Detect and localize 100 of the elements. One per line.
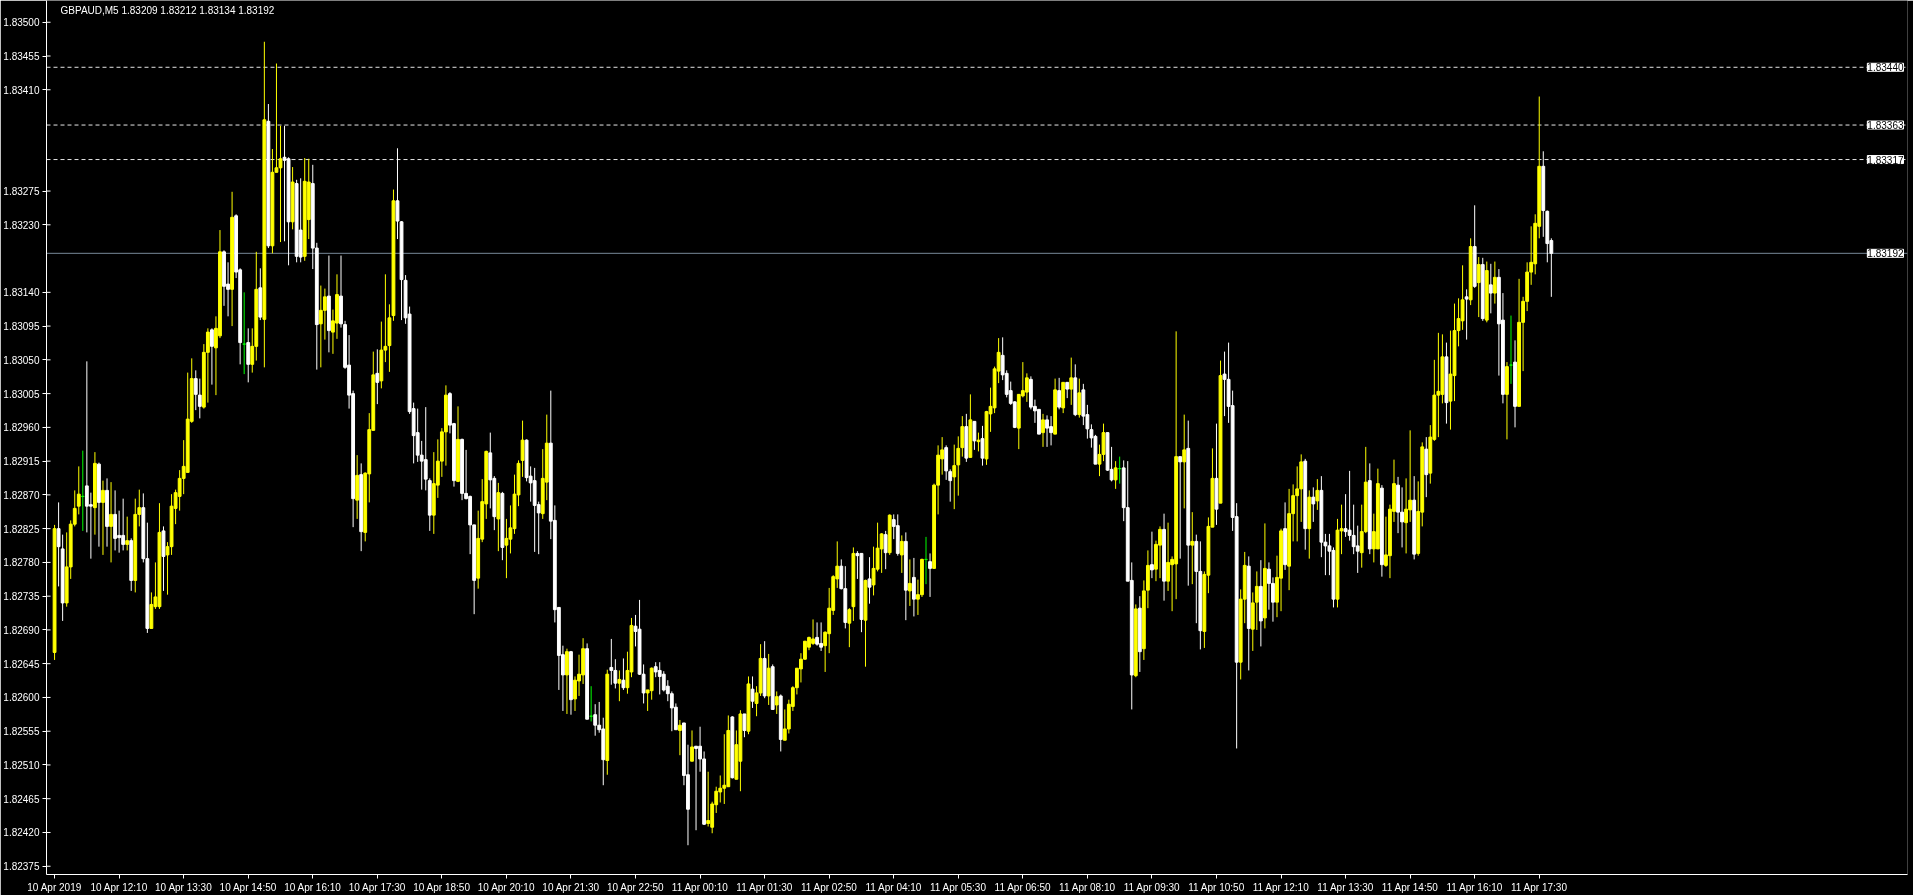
candlestick xyxy=(1295,465,1300,542)
candlestick xyxy=(1045,414,1049,448)
candlestick xyxy=(1311,486,1316,523)
ref-line-label: 1.83192 xyxy=(1867,248,1904,260)
candlestick xyxy=(1492,261,1497,305)
candlestick xyxy=(690,729,694,762)
candlestick xyxy=(318,285,323,368)
candlestick xyxy=(928,552,932,598)
y-tick-label: 1.82960 xyxy=(3,422,40,434)
candlestick xyxy=(1254,570,1259,631)
candlestick xyxy=(210,327,214,386)
y-tick-label: 1.82600 xyxy=(3,692,40,704)
candlestick xyxy=(742,713,747,738)
candlestick xyxy=(1190,511,1195,585)
x-tick-label: 11 Apr 04:10 xyxy=(865,881,922,893)
candlestick xyxy=(694,745,698,831)
candlestick xyxy=(101,480,105,556)
x-tick-label: 11 Apr 10:50 xyxy=(1188,881,1245,893)
y-tick-label: 1.82915 xyxy=(3,456,40,468)
x-tick-label: 11 Apr 09:30 xyxy=(1123,881,1181,893)
candlestick xyxy=(774,690,779,715)
candlestick xyxy=(980,425,985,467)
y-tick-label: 1.83050 xyxy=(3,354,40,366)
candlestick xyxy=(944,444,949,481)
ref-line-label: 1.83440 xyxy=(1867,62,1904,74)
x-tick-label: 10 Apr 16:10 xyxy=(284,881,342,893)
x-tick-label: 10 Apr 2019 xyxy=(27,881,82,893)
y-tick-label: 1.82510 xyxy=(3,759,40,771)
candlestick xyxy=(1041,413,1045,448)
candlestick xyxy=(242,291,247,375)
candlestick xyxy=(907,558,912,607)
y-tick-label: 1.82870 xyxy=(3,489,40,501)
candlestick xyxy=(1488,263,1493,314)
x-tick-label: 11 Apr 01:30 xyxy=(736,881,793,893)
y-tick-label: 1.82375 xyxy=(3,861,40,873)
candlestick xyxy=(1182,414,1187,509)
y-tick-label: 1.82555 xyxy=(3,726,40,738)
x-tick-label: 11 Apr 16:10 xyxy=(1446,881,1503,893)
y-tick-label: 1.82690 xyxy=(3,624,40,636)
candlestick xyxy=(1057,377,1062,410)
x-tick-label: 10 Apr 14:50 xyxy=(219,881,277,893)
candlestick xyxy=(609,638,614,686)
ref-line-label: 1.83363 xyxy=(1867,120,1904,132)
candlestick xyxy=(1476,256,1481,318)
candlestick xyxy=(1024,372,1029,403)
candlestick xyxy=(722,733,727,805)
candlestick xyxy=(1158,525,1162,579)
candlestick xyxy=(976,432,981,452)
x-tick-label: 11 Apr 17:30 xyxy=(1510,881,1568,893)
candlestick xyxy=(811,618,815,646)
y-tick-label: 1.82735 xyxy=(3,591,40,603)
candlestick xyxy=(1069,357,1074,406)
x-tick-label: 11 Apr 13:30 xyxy=(1317,881,1374,893)
candlestick xyxy=(246,327,251,383)
candlestick xyxy=(819,621,824,652)
candlestick xyxy=(197,378,202,419)
candlestick xyxy=(669,690,674,732)
x-tick-label: 10 Apr 21:30 xyxy=(542,881,600,893)
y-tick-label: 1.83140 xyxy=(3,287,40,299)
candlestick xyxy=(706,771,711,827)
candlestick xyxy=(899,534,904,574)
x-tick-label: 11 Apr 05:30 xyxy=(930,881,987,893)
y-tick-label: 1.83230 xyxy=(3,219,40,231)
candlestick xyxy=(911,557,916,617)
candlestick xyxy=(750,675,755,709)
candlestick xyxy=(375,348,380,405)
x-tick-label: 10 Apr 12:10 xyxy=(90,881,148,893)
candlestick xyxy=(125,516,130,551)
x-tick-label: 11 Apr 14:50 xyxy=(1381,881,1439,893)
candlestick xyxy=(1049,415,1053,446)
candlestick xyxy=(593,703,598,737)
candlestick xyxy=(649,666,654,701)
x-tick-label: 10 Apr 13:30 xyxy=(155,881,213,893)
candlestick xyxy=(617,669,622,702)
candlestick xyxy=(879,532,884,574)
y-tick-label: 1.82420 xyxy=(3,827,40,839)
x-tick-label: 11 Apr 12:10 xyxy=(1252,881,1310,893)
y-tick-label: 1.82825 xyxy=(3,523,40,535)
y-tick-label: 1.82465 xyxy=(3,793,40,805)
candlestick xyxy=(322,288,327,341)
candlestick xyxy=(504,518,509,579)
y-tick-label: 1.83500 xyxy=(3,17,40,29)
x-tick-label: 11 Apr 08:10 xyxy=(1059,881,1116,893)
candlestick xyxy=(1113,460,1118,490)
y-tick-label: 1.83005 xyxy=(3,388,40,400)
x-tick-label: 10 Apr 22:50 xyxy=(606,881,665,893)
y-tick-label: 1.82780 xyxy=(3,557,40,569)
chart-title: GBPAUD,M5 1.83209 1.83212 1.83134 1.83192 xyxy=(60,4,275,16)
candlestick xyxy=(1315,478,1320,511)
candlestick xyxy=(621,657,626,691)
x-tick-label: 11 Apr 00:10 xyxy=(671,881,729,893)
y-tick-label: 1.83410 xyxy=(3,84,40,96)
candlestick xyxy=(1464,288,1469,341)
x-tick-label: 10 Apr 20:10 xyxy=(477,881,535,893)
candlestick xyxy=(113,489,117,551)
candlestick xyxy=(1355,525,1360,574)
candlestick xyxy=(677,719,682,756)
candlestick xyxy=(205,327,210,404)
candlestick xyxy=(1460,264,1465,331)
candlestick xyxy=(883,530,888,570)
